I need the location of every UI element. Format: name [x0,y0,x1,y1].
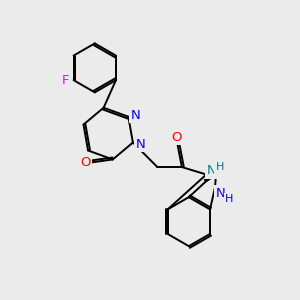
Text: N: N [207,164,217,177]
Text: N: N [216,187,226,200]
Text: H: H [216,162,224,172]
Text: O: O [172,131,182,144]
Text: N: N [131,109,141,122]
Text: O: O [80,156,91,169]
Text: F: F [61,74,69,87]
Text: N: N [136,138,145,151]
Text: H: H [225,194,234,205]
